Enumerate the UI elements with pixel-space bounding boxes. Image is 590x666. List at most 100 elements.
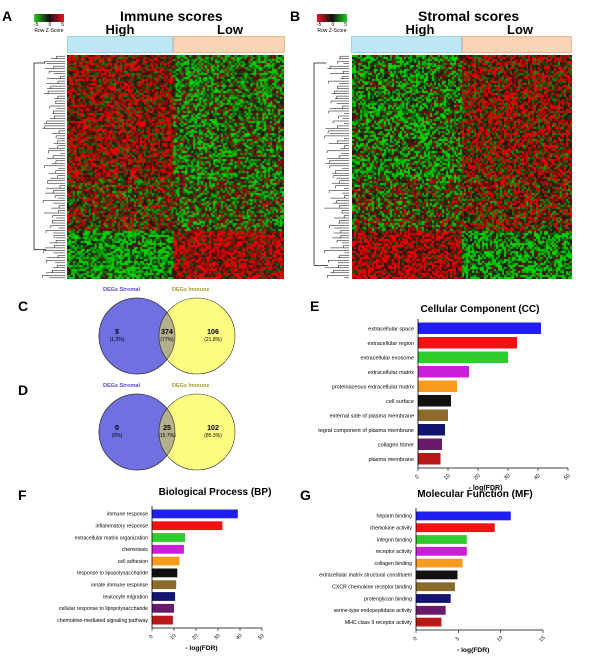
category-label: leukocyte migration — [103, 594, 148, 600]
venn-c-right-count: 106 — [207, 329, 219, 336]
venn-c-left-pct: (1.2%) — [110, 337, 125, 343]
category-label: cell surface — [386, 399, 414, 405]
venn-c-right-label: DEGs Immune — [172, 287, 210, 293]
chart-g: heparin binding chemokine activity integri… — [319, 508, 547, 654]
category-label: collagen binding — [375, 561, 413, 567]
x-tick-label: 0 — [412, 636, 418, 643]
venn-c-center-pct: (77%) — [160, 337, 174, 343]
heatmap-a-title: Immune scores — [120, 8, 223, 24]
color-key-tick: -5 — [34, 22, 39, 28]
bar — [416, 535, 467, 544]
x-tick-label: 15 — [538, 635, 546, 643]
panel-letter-c: C — [18, 298, 29, 314]
color-key-tick: 5 — [61, 22, 64, 28]
x-tick-label: 10 — [169, 633, 177, 641]
color-key-label: Row Z-Score — [317, 28, 347, 34]
bar — [152, 592, 176, 601]
venn-d: 0 (0%) 25 (15.7%) 102 (85.3%) — [98, 393, 236, 471]
x-tick-label: 50 — [563, 473, 572, 482]
category-label: external side of plasma membrane — [330, 413, 414, 419]
venn-d-left-count: 0 — [115, 425, 119, 432]
bar — [152, 568, 178, 578]
x-tick-label: 0 — [148, 634, 154, 641]
bar — [416, 558, 463, 568]
venn-d-left-pct: (0%) — [112, 433, 123, 439]
category-label: response to lipopolysaccharide — [77, 571, 148, 577]
venn-d-right-pct: (85.3%) — [204, 433, 222, 439]
x-tick-label: 20 — [473, 473, 482, 482]
chart-e-title: Cellular Component (CC) — [420, 304, 540, 315]
heatmap-a-high-bar — [67, 36, 173, 53]
color-key-tick: 5 — [344, 22, 347, 28]
category-label: immune response — [107, 512, 148, 518]
bar — [152, 533, 185, 542]
color-key-gradient — [34, 14, 64, 22]
category-label: heparin binding — [377, 514, 413, 520]
venn-c-left-label: DEGs Stromal — [103, 287, 140, 293]
color-key-tick: 0 — [331, 22, 335, 28]
bar — [152, 580, 177, 590]
chart-f-title: Biological Process (BP) — [158, 487, 272, 498]
category-label: plasma membrane — [368, 457, 414, 463]
bar — [152, 521, 223, 531]
venn-d-right-count: 102 — [207, 425, 219, 432]
x-tick-label: 5 — [455, 636, 461, 643]
category-label: collagen trimer — [378, 442, 414, 448]
bar — [416, 617, 442, 627]
color-key-tick: -5 — [317, 22, 322, 28]
heatmap-a-low-label: Low — [217, 22, 243, 37]
category-label: cell adhesion — [118, 559, 148, 565]
bar — [418, 453, 441, 465]
venn-c-overlap — [158, 298, 175, 374]
bar — [416, 582, 455, 592]
venn-d-center-count: 25 — [163, 425, 171, 432]
category-label: chemokine-mediated signaling pathway — [57, 618, 148, 624]
heatmap-b-low-bar — [462, 36, 572, 53]
heatmap-b-title: Stromal scores — [418, 8, 520, 24]
x-tick-label: 50 — [257, 633, 265, 641]
venn-c: 5 (1.2%) 374 (77%) 106 (21.8%) — [98, 297, 236, 375]
bar — [418, 395, 451, 407]
color-key-a: -5 0 5 Row Z-Score — [34, 14, 64, 34]
category-label: proteoglycan binding — [364, 596, 412, 602]
heatmap-b-low-label: Low — [507, 22, 533, 37]
x-axis-label: - log(FDR) — [457, 647, 489, 654]
color-key-gradient — [317, 14, 347, 22]
x-axis-label: - log(FDR) — [185, 645, 217, 652]
venn-d-center-pct: (15.7%) — [158, 433, 176, 439]
x-tick-label: 30 — [213, 633, 221, 641]
bar — [152, 509, 238, 519]
bar — [418, 424, 445, 436]
heatmap-b-high-bar — [351, 36, 462, 53]
panel-letter-g: G — [300, 487, 311, 503]
heatmap-b-dendrogram — [313, 55, 349, 279]
category-label: extracellular space — [368, 326, 414, 332]
bar — [418, 438, 442, 450]
x-tick-label: 10 — [496, 635, 504, 643]
bar — [416, 570, 458, 580]
category-label: serine-type endopeptidase activity — [334, 608, 413, 614]
heatmap-a — [67, 55, 284, 279]
color-key-b: -5 0 5 Row Z-Score — [317, 14, 347, 34]
panel-letter-a: A — [2, 8, 13, 24]
bar — [416, 594, 451, 603]
bar — [152, 544, 184, 554]
bar — [152, 603, 174, 613]
category-label: inflammatory response — [96, 523, 149, 529]
heatmap-a-dendrogram — [33, 55, 65, 279]
venn-d-left-label: DEGs Stromal — [103, 383, 140, 389]
category-label: extracellular matrix structural constitu… — [319, 573, 412, 579]
chart-e: extracellular space extracellular region e… — [318, 319, 572, 492]
category-label: chemokine activity — [370, 525, 413, 531]
category-label: extracellular matrix organization — [75, 535, 148, 541]
category-label: MHC class II receptor activity — [345, 620, 413, 626]
category-label: proteinaceous extracellular matrix — [332, 384, 414, 390]
x-axis-label: - log(FDR) — [469, 485, 503, 492]
heatmap-b — [352, 55, 572, 279]
x-tick-label: 10 — [443, 473, 452, 482]
venn-c-center-count: 374 — [161, 329, 173, 336]
bar — [418, 351, 508, 363]
x-tick-label: 0 — [414, 474, 420, 481]
category-label: integral component of plasma membrane — [318, 428, 414, 434]
bar — [416, 546, 467, 556]
